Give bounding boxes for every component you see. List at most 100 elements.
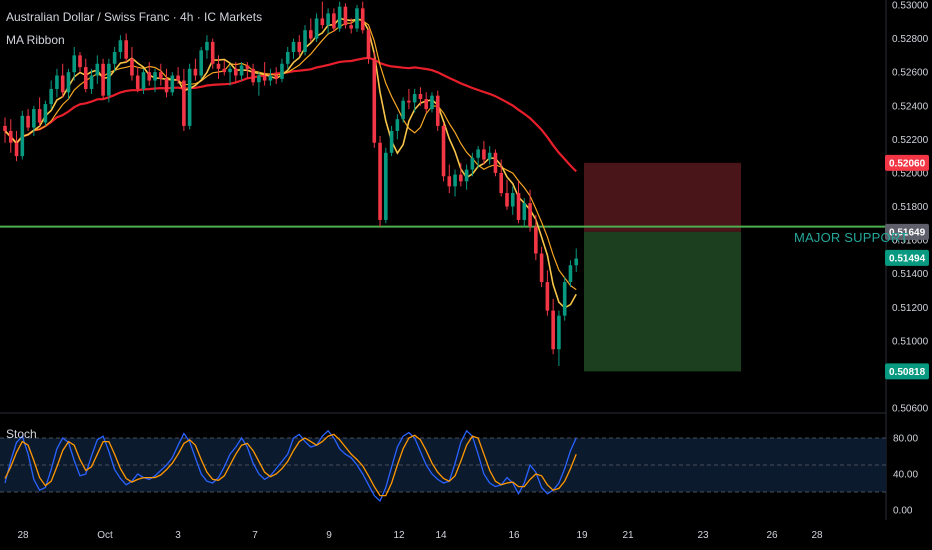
time-tick-label: 12 [393,530,405,541]
position-zones [584,162,741,372]
time-tick-label: 19 [576,530,588,541]
candle-body [314,18,319,39]
price-axis[interactable]: 0.53000 0.52800 0.52600 0.52400 0.52200 0.520… [885,1,929,517]
candle-body [326,13,330,26]
candle-body [459,174,463,182]
take-profit-zone [584,231,741,372]
candle-body [482,149,486,160]
price-tick-label: 0.52400 [892,101,929,112]
candle-body [176,75,180,81]
candle-body [355,8,359,29]
candle-body [401,100,405,120]
chart-title: Australian Dollar / Swiss Franc · 4h · I… [6,10,263,24]
candle-body [545,282,550,311]
price-tick-label: 0.52800 [892,34,929,45]
price-badge-label: 0.52060 [889,158,926,169]
candle-body [66,72,71,93]
candle-body [574,258,579,266]
time-axis[interactable]: 28 Oct 3 7 9 12 14 16 19 21 23 26 28 [17,530,823,541]
price-tick-label: 0.51000 [892,336,929,347]
candle-body [182,80,186,126]
stoch-line-k [4,429,577,503]
candle-body [384,152,388,220]
time-tick-label: 21 [622,530,634,541]
candle-body [487,152,492,160]
candle-body [557,315,561,350]
candle-body [8,130,13,143]
candle-body [72,55,77,73]
candle-body [216,63,221,69]
candle-body [320,18,325,26]
candle-body [101,63,105,96]
candle-body [534,226,538,254]
time-tick-label: 26 [766,530,778,541]
candle-body [447,176,452,187]
candle-body [37,109,42,123]
candle-body [539,253,544,283]
candle-body [78,55,82,68]
candle-body [464,169,469,182]
price-badge [885,249,929,266]
ma-ribbon [4,17,577,309]
candle-body [493,152,498,173]
time-tick-label: 3 [175,530,181,541]
price-badge-label: 0.50818 [889,367,926,378]
candle-body [568,265,573,283]
candle-body [83,67,88,89]
candle-body [303,30,307,53]
candle-body [3,125,7,131]
candle-body [389,130,394,153]
candle-body [43,104,48,123]
price-tick-label: 0.52600 [892,68,929,79]
candle-body [430,95,434,110]
candle-body [412,93,417,103]
candle-body [60,75,65,93]
candle-body [297,41,302,53]
candle-body [505,193,509,207]
candle-body [141,72,146,89]
time-tick-label: Oct [97,530,113,541]
candle-body [262,75,267,81]
candle-body [285,52,290,64]
candle-body [26,115,30,128]
candle-body [435,95,440,126]
candle-body [528,203,532,227]
candle-body [49,88,53,105]
candle-body [274,75,278,79]
candle-body [476,149,480,158]
time-tick-label: 28 [17,530,29,541]
candle-body [562,282,567,316]
candle-body [199,50,203,76]
candle-body [372,58,377,143]
ma-slow-line [4,56,577,173]
candle-body [441,125,446,177]
price-tick-label: 0.51400 [892,269,929,280]
candle-body [337,6,342,29]
candle-body [228,68,232,73]
stoch-label[interactable]: Stoch [6,427,37,441]
candle-body [257,75,261,83]
candle-body [95,63,100,76]
time-tick-label: 16 [508,530,520,541]
candle-body [424,99,429,110]
stop-loss-zone [584,162,741,232]
price-badge-label: 0.51649 [889,227,926,238]
stoch-panel [0,429,886,503]
candle-body [343,6,348,26]
candle-body [360,8,365,31]
candle-body [193,68,198,76]
candle-body [378,142,382,220]
candle-body [280,63,284,79]
time-tick-label: 9 [326,530,332,541]
candle-body [499,172,504,194]
candle-body [118,40,123,53]
price-tick-label: 0.51200 [892,303,929,314]
ma-ribbon-label[interactable]: MA Ribbon [6,33,65,47]
time-tick-label: 7 [252,530,258,541]
candle-body [55,75,59,89]
candle-body [395,119,400,131]
candle-body [522,203,527,220]
candle-body [349,25,353,29]
candle-body [222,68,227,73]
